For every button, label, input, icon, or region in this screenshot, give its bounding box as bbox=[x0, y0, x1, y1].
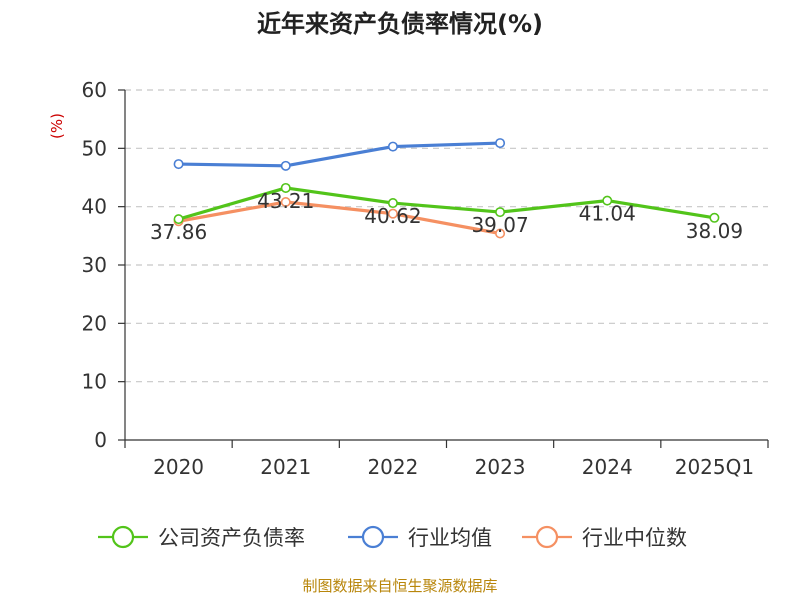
series-line bbox=[176, 186, 717, 221]
data-point bbox=[709, 212, 720, 223]
series-line bbox=[176, 141, 502, 168]
x-tick-label: 2023 bbox=[475, 455, 526, 479]
data-point bbox=[387, 208, 398, 219]
data-point bbox=[387, 198, 398, 209]
data-point bbox=[495, 228, 506, 239]
legend-item: 行业中位数 bbox=[522, 525, 687, 550]
y-tick-label: 40 bbox=[82, 195, 107, 219]
data-point bbox=[602, 195, 613, 206]
data-point bbox=[280, 182, 291, 193]
x-tick-label: 2024 bbox=[582, 455, 633, 479]
y-tick-label: 50 bbox=[82, 136, 107, 160]
data-point bbox=[280, 197, 291, 208]
legend-item: 行业均值 bbox=[348, 525, 492, 550]
legend-label: 行业中位数 bbox=[582, 526, 687, 550]
y-tick-label: 30 bbox=[82, 253, 107, 277]
y-tick-label: 10 bbox=[82, 370, 107, 394]
data-point bbox=[173, 214, 184, 225]
y-tick-label: 60 bbox=[82, 78, 107, 102]
data-point bbox=[495, 207, 506, 218]
y-axis-label: (%) bbox=[48, 113, 66, 139]
data-label: 39.07 bbox=[471, 213, 528, 237]
data-point bbox=[280, 160, 291, 171]
legend-item: 公司资产负债率 bbox=[98, 525, 305, 550]
footer-source: 制图数据来自恒生聚源数据库 bbox=[302, 577, 497, 595]
legend: 公司资产负债率 行业均值 行业中位数 bbox=[98, 525, 687, 550]
x-tick-label: 2022 bbox=[367, 455, 418, 479]
data-point bbox=[495, 138, 506, 149]
x-tick-label: 2021 bbox=[260, 455, 311, 479]
data-point bbox=[173, 159, 184, 170]
series-layer bbox=[173, 138, 720, 239]
data-point bbox=[387, 141, 398, 152]
axis-layer: 0 10 20 30 40 50 60 2020 2021 2022 2023 2024 2025Q1 bbox=[82, 78, 769, 479]
y-tick-label: 0 bbox=[94, 428, 107, 452]
series-line bbox=[176, 200, 502, 236]
legend-marker bbox=[111, 525, 135, 549]
grid-layer bbox=[125, 89, 768, 383]
data-label-layer: 37.86 43.21 40.62 39.07 41.04 38.09 bbox=[150, 189, 743, 244]
y-tick-label: 20 bbox=[82, 311, 107, 335]
data-label: 41.04 bbox=[579, 202, 636, 226]
x-tick-label: 2025Q1 bbox=[675, 455, 754, 479]
legend-label: 公司资产负债率 bbox=[158, 526, 305, 550]
x-tick-label: 2020 bbox=[153, 455, 204, 479]
data-label: 40.62 bbox=[364, 204, 421, 228]
data-label: 43.21 bbox=[257, 189, 314, 213]
chart-title: 近年来资产负债率情况(%) bbox=[257, 10, 543, 38]
legend-label: 行业均值 bbox=[408, 526, 492, 550]
data-label: 38.09 bbox=[686, 219, 743, 243]
data-label: 37.86 bbox=[150, 220, 207, 244]
legend-marker bbox=[535, 525, 559, 549]
legend-marker bbox=[361, 525, 385, 549]
